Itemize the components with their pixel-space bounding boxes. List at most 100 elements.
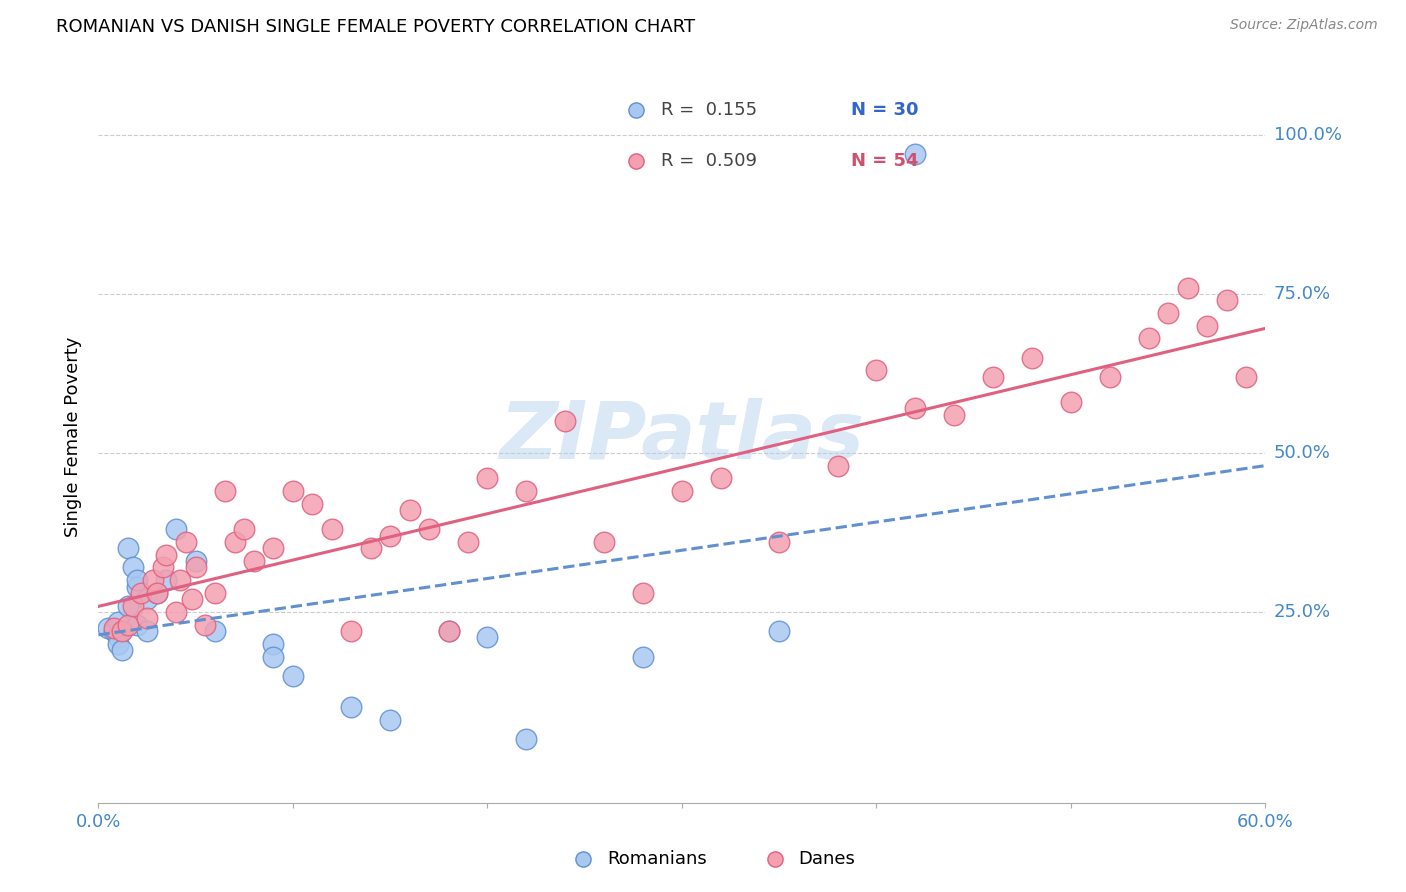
Point <box>169 573 191 587</box>
Point <box>262 541 284 556</box>
Point <box>127 580 149 594</box>
Point <box>1234 369 1257 384</box>
Point <box>243 554 266 568</box>
Point <box>136 611 159 625</box>
Point <box>457 535 479 549</box>
Point <box>262 649 284 664</box>
Point <box>437 624 460 638</box>
Text: 100.0%: 100.0% <box>1274 126 1341 144</box>
Text: ROMANIAN VS DANISH SINGLE FEMALE POVERTY CORRELATION CHART: ROMANIAN VS DANISH SINGLE FEMALE POVERTY… <box>56 18 696 36</box>
Point <box>107 631 129 645</box>
Point <box>321 522 343 536</box>
Point <box>515 732 537 747</box>
Point <box>111 624 134 638</box>
Point <box>827 458 849 473</box>
Point <box>107 637 129 651</box>
Point <box>117 541 139 556</box>
Text: ZIPatlas: ZIPatlas <box>499 398 865 476</box>
Point <box>1215 293 1237 308</box>
Point <box>418 522 440 536</box>
Point <box>122 560 145 574</box>
Point <box>340 624 363 638</box>
Point <box>152 560 174 574</box>
Y-axis label: Single Female Poverty: Single Female Poverty <box>65 337 83 537</box>
Point <box>155 548 177 562</box>
Point <box>865 363 887 377</box>
Point <box>340 700 363 714</box>
Text: Danes: Danes <box>799 849 855 868</box>
Point <box>360 541 382 556</box>
Point <box>180 592 202 607</box>
Point <box>631 649 654 664</box>
Point <box>122 599 145 613</box>
Point <box>165 605 187 619</box>
Point <box>103 624 125 638</box>
Text: R =  0.509: R = 0.509 <box>661 152 756 169</box>
Point <box>127 573 149 587</box>
Point <box>398 503 420 517</box>
Point <box>194 617 217 632</box>
Point <box>626 103 648 118</box>
Point <box>301 497 323 511</box>
Point <box>142 573 165 587</box>
Point <box>631 586 654 600</box>
Point <box>129 586 152 600</box>
Point <box>1157 306 1180 320</box>
Point <box>111 643 134 657</box>
Point <box>146 586 169 600</box>
Point <box>1021 351 1043 365</box>
Text: Source: ZipAtlas.com: Source: ZipAtlas.com <box>1230 18 1378 32</box>
Point <box>1195 318 1218 333</box>
Point <box>224 535 246 549</box>
Point <box>204 624 226 638</box>
Point <box>146 586 169 600</box>
Point <box>593 535 616 549</box>
Point <box>117 617 139 632</box>
Point <box>214 484 236 499</box>
Point <box>127 617 149 632</box>
Text: 75.0%: 75.0% <box>1274 285 1331 303</box>
Point <box>768 535 790 549</box>
Point <box>103 621 125 635</box>
Point <box>233 522 256 536</box>
Point <box>174 535 197 549</box>
Point <box>155 573 177 587</box>
Text: Romanians: Romanians <box>607 849 707 868</box>
Point <box>981 369 1004 384</box>
Text: N = 30: N = 30 <box>851 102 918 120</box>
Point <box>281 668 304 682</box>
Point <box>107 615 129 629</box>
Point <box>437 624 460 638</box>
Point <box>262 637 284 651</box>
Point <box>515 484 537 499</box>
Point <box>477 471 499 485</box>
Point <box>281 484 304 499</box>
Point <box>136 624 159 638</box>
Text: N = 54: N = 54 <box>851 152 918 169</box>
Point <box>136 592 159 607</box>
Point <box>1137 331 1160 345</box>
Text: R =  0.155: R = 0.155 <box>661 102 756 120</box>
Point <box>1177 280 1199 294</box>
Point <box>117 599 139 613</box>
Point <box>943 408 966 422</box>
Point <box>477 631 499 645</box>
Point <box>165 522 187 536</box>
Point <box>1098 369 1121 384</box>
Point <box>671 484 693 499</box>
Point <box>626 153 648 168</box>
Point <box>710 471 733 485</box>
Point <box>184 554 207 568</box>
Point <box>97 621 120 635</box>
Point <box>184 560 207 574</box>
Point <box>554 414 576 428</box>
Point <box>904 401 927 416</box>
Text: 25.0%: 25.0% <box>1274 603 1331 621</box>
Point <box>378 529 402 543</box>
Point <box>904 147 927 161</box>
Point <box>378 713 402 727</box>
Text: 50.0%: 50.0% <box>1274 444 1330 462</box>
Point <box>1060 395 1083 409</box>
Point <box>768 624 790 638</box>
Point <box>204 586 226 600</box>
